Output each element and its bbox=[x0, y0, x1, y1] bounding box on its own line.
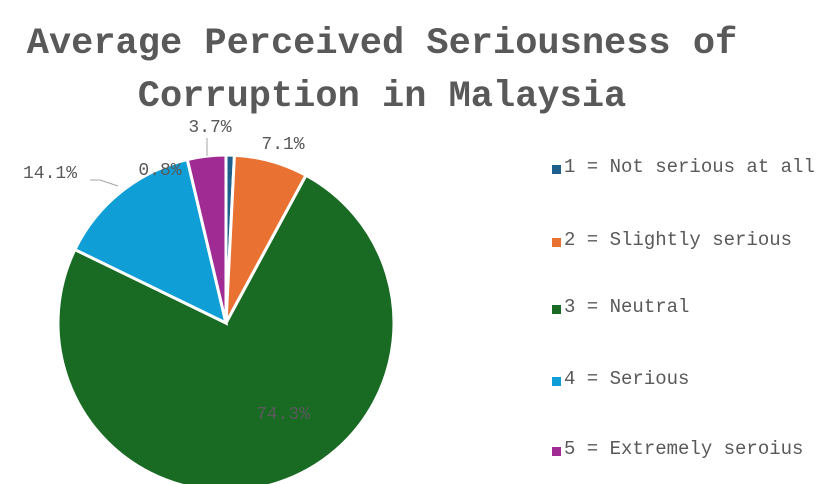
legend-item: 3 = Neutral bbox=[552, 294, 822, 321]
legend-swatch bbox=[552, 305, 561, 314]
legend-item: 4 = Serious bbox=[552, 366, 822, 393]
leader-line bbox=[90, 179, 119, 187]
legend-item: 1 = Not serious at all bbox=[552, 154, 822, 181]
legend-label: 3 = Neutral bbox=[564, 296, 690, 318]
legend-label: 4 = Serious bbox=[564, 368, 690, 390]
data-label: 14.1% bbox=[23, 164, 77, 184]
legend-label: 2 = Slightly serious bbox=[564, 229, 793, 251]
data-label: 0.8% bbox=[138, 161, 181, 181]
legend-swatch bbox=[552, 447, 561, 456]
pie-slice bbox=[185, 153, 228, 324]
data-label: 3.7% bbox=[188, 118, 231, 138]
legend-item: 5 = Extremely seroius bbox=[552, 436, 822, 463]
pie-slice bbox=[56, 173, 396, 484]
chart-title: Average Perceived Seriousness of Corrupt… bbox=[26, 23, 738, 118]
legend-item: 2 = Slightly serious bbox=[552, 227, 822, 254]
legend-label: 5 = Extremely seroius bbox=[564, 438, 804, 460]
data-label: 7.1% bbox=[261, 135, 304, 155]
legend-swatch bbox=[552, 165, 561, 174]
data-label: 74.3% bbox=[256, 405, 310, 425]
legend-label: 1 = Not serious at all bbox=[564, 156, 815, 178]
legend-swatch bbox=[552, 377, 561, 386]
pie-slice bbox=[72, 157, 229, 326]
legend-swatch bbox=[552, 238, 561, 247]
